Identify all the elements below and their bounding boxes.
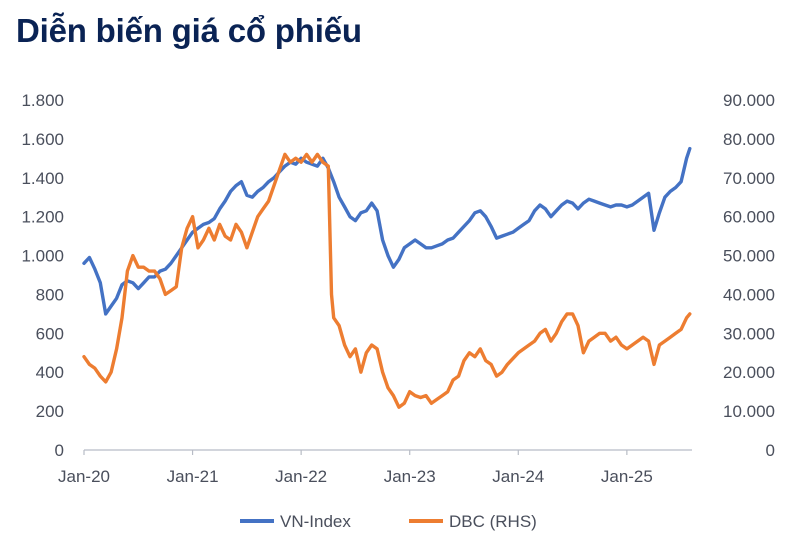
x-tick-label: Jan-20 <box>58 467 110 486</box>
left-tick-label: 600 <box>36 324 64 343</box>
left-tick-label: 1.200 <box>21 208 64 227</box>
x-tick-label: Jan-25 <box>601 467 653 486</box>
left-tick-label: 800 <box>36 285 64 304</box>
legend-label-vn-index: VN-Index <box>280 512 351 531</box>
right-tick-label: 90.000 <box>723 91 775 110</box>
right-tick-label: 20.000 <box>723 363 775 382</box>
left-tick-label: 400 <box>36 363 64 382</box>
x-tick-label: Jan-22 <box>275 467 327 486</box>
left-tick-label: 1.000 <box>21 247 64 266</box>
left-tick-label: 1.800 <box>21 91 64 110</box>
x-tick-label: Jan-24 <box>492 467 544 486</box>
left-tick-label: 1.400 <box>21 169 64 188</box>
right-axis: 0 10.000 20.000 30.000 40.000 50.000 60.000 70.… <box>723 91 775 460</box>
right-tick-label: 80.000 <box>723 130 775 149</box>
legend: VN-Index DBC (RHS) <box>240 512 537 531</box>
left-tick-label: 200 <box>36 402 64 421</box>
right-tick-label: 50.000 <box>723 247 775 266</box>
x-tick-label: Jan-23 <box>384 467 436 486</box>
x-tick-label: Jan-21 <box>167 467 219 486</box>
right-tick-label: 0 <box>766 441 775 460</box>
legend-label-dbc: DBC (RHS) <box>449 512 537 531</box>
vn-index-line <box>82 146 692 316</box>
chart-title: Diễn biến giá cổ phiếu <box>16 12 362 49</box>
right-tick-label: 30.000 <box>723 324 775 343</box>
left-tick-label: 0 <box>55 441 64 460</box>
left-tick-label: 1.600 <box>21 130 64 149</box>
right-tick-label: 40.000 <box>723 285 775 304</box>
right-tick-label: 60.000 <box>723 208 775 227</box>
dbc-line <box>82 152 692 409</box>
right-tick-label: 10.000 <box>723 402 775 421</box>
right-tick-label: 70.000 <box>723 169 775 188</box>
x-axis: Jan-20 Jan-21 Jan-22 Jan-23 Jan-24 Jan-25 <box>58 450 653 486</box>
series-layer <box>82 146 692 409</box>
left-axis: 0 200 400 600 800 1.000 1.200 1.400 1.600 1.800 <box>21 91 64 460</box>
